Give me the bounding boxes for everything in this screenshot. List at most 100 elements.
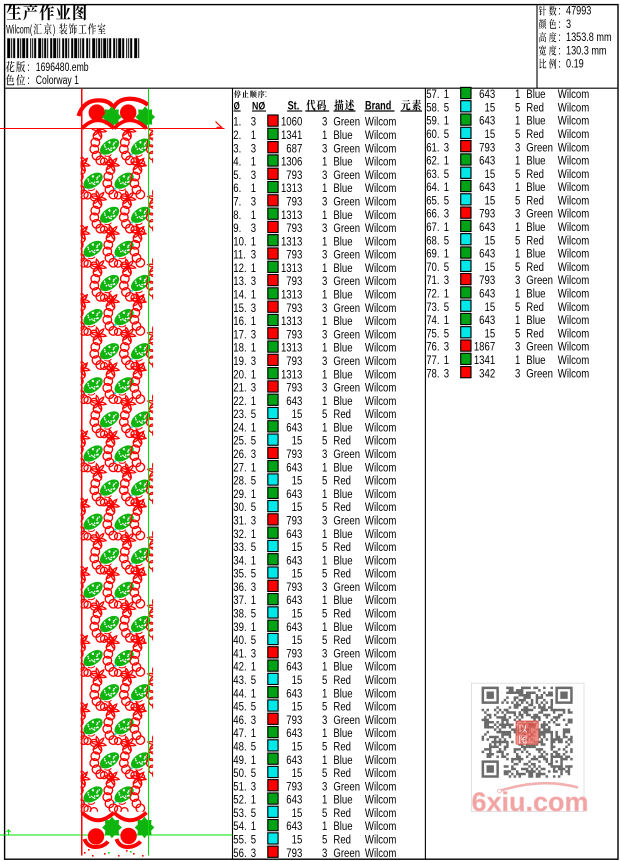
svg-text:3: 3 bbox=[322, 780, 327, 793]
svg-text:1696480.emb: 1696480.emb bbox=[36, 62, 89, 75]
svg-text:Green: Green bbox=[333, 847, 360, 860]
svg-text:3: 3 bbox=[251, 249, 256, 262]
svg-text:793: 793 bbox=[286, 275, 302, 288]
svg-text:Wilcom: Wilcom bbox=[365, 169, 396, 182]
svg-text:793: 793 bbox=[286, 581, 302, 594]
svg-text:1: 1 bbox=[322, 315, 327, 328]
svg-text:687: 687 bbox=[286, 142, 302, 155]
svg-text:15: 15 bbox=[292, 568, 303, 581]
svg-text:30.: 30. bbox=[233, 501, 246, 514]
svg-text:5: 5 bbox=[322, 541, 327, 554]
svg-text:1: 1 bbox=[251, 182, 256, 195]
svg-text:3: 3 bbox=[251, 382, 256, 395]
svg-text:5: 5 bbox=[322, 767, 327, 780]
svg-text:Wilcom: Wilcom bbox=[558, 195, 589, 208]
svg-text:5: 5 bbox=[444, 234, 449, 247]
svg-text:5: 5 bbox=[515, 195, 520, 208]
svg-text:643: 643 bbox=[286, 422, 302, 435]
svg-text:5: 5 bbox=[251, 834, 256, 847]
svg-text:Red: Red bbox=[526, 128, 544, 141]
svg-text:Blue: Blue bbox=[333, 687, 352, 700]
svg-text:3: 3 bbox=[322, 382, 327, 395]
svg-text:793: 793 bbox=[286, 328, 302, 341]
svg-text:643: 643 bbox=[286, 661, 302, 674]
svg-text:Wilcom: Wilcom bbox=[365, 342, 396, 355]
svg-text:53.: 53. bbox=[233, 807, 246, 820]
svg-text:Wilcom: Wilcom bbox=[365, 541, 396, 554]
svg-text:52.: 52. bbox=[233, 794, 246, 807]
svg-text:Wilcom: Wilcom bbox=[558, 274, 589, 287]
svg-text:1: 1 bbox=[444, 88, 449, 101]
svg-text:5: 5 bbox=[444, 261, 449, 274]
svg-text:Green: Green bbox=[526, 341, 553, 354]
svg-text:Wilcom: Wilcom bbox=[558, 314, 589, 327]
svg-text:1: 1 bbox=[444, 314, 449, 327]
svg-text:643: 643 bbox=[286, 794, 302, 807]
svg-text:1: 1 bbox=[515, 354, 520, 367]
svg-text:15: 15 bbox=[485, 101, 496, 114]
svg-text:Green: Green bbox=[333, 196, 360, 209]
svg-text:1313: 1313 bbox=[281, 315, 302, 328]
svg-text:Blue: Blue bbox=[333, 235, 352, 248]
svg-text:66.: 66. bbox=[426, 208, 439, 221]
svg-text:1: 1 bbox=[322, 820, 327, 833]
svg-text:Blue: Blue bbox=[333, 342, 352, 355]
svg-text:Green: Green bbox=[333, 302, 360, 315]
svg-text:793: 793 bbox=[479, 208, 495, 221]
svg-text:24.: 24. bbox=[233, 422, 246, 435]
svg-text:1: 1 bbox=[251, 687, 256, 700]
svg-text:3: 3 bbox=[251, 142, 256, 155]
svg-text:Green: Green bbox=[333, 581, 360, 594]
svg-text:Wilcom: Wilcom bbox=[365, 780, 396, 793]
svg-text:Wilcom: Wilcom bbox=[365, 807, 396, 820]
svg-text:17.: 17. bbox=[233, 328, 246, 341]
svg-text:3: 3 bbox=[444, 141, 449, 154]
svg-text:5: 5 bbox=[444, 327, 449, 340]
svg-text:Green: Green bbox=[333, 515, 360, 528]
svg-text:5: 5 bbox=[515, 261, 520, 274]
svg-text:5: 5 bbox=[322, 807, 327, 820]
svg-text:643: 643 bbox=[479, 314, 495, 327]
svg-text:793: 793 bbox=[286, 847, 302, 860]
svg-text:Green: Green bbox=[333, 142, 360, 155]
svg-text:1: 1 bbox=[322, 395, 327, 408]
svg-text:Green: Green bbox=[333, 647, 360, 660]
svg-text:1: 1 bbox=[322, 368, 327, 381]
svg-text:793: 793 bbox=[286, 515, 302, 528]
svg-text:45.: 45. bbox=[233, 701, 246, 714]
svg-text:5: 5 bbox=[444, 195, 449, 208]
svg-text:Wilcom: Wilcom bbox=[365, 621, 396, 634]
svg-text:Wilcom: Wilcom bbox=[365, 328, 396, 341]
svg-text:72.: 72. bbox=[426, 288, 439, 301]
svg-text:Blue: Blue bbox=[333, 727, 352, 740]
svg-text:3: 3 bbox=[444, 341, 449, 354]
svg-text:25.: 25. bbox=[233, 435, 246, 448]
svg-text:342: 342 bbox=[479, 367, 495, 380]
svg-text:Wilcom: Wilcom bbox=[365, 714, 396, 727]
svg-text:3.: 3. bbox=[233, 142, 241, 155]
svg-text:3: 3 bbox=[251, 222, 256, 235]
svg-text:Wilcom: Wilcom bbox=[558, 155, 589, 168]
svg-text:1: 1 bbox=[322, 661, 327, 674]
svg-text:Wilcom: Wilcom bbox=[558, 367, 589, 380]
svg-text:3: 3 bbox=[322, 581, 327, 594]
svg-text:3: 3 bbox=[322, 328, 327, 341]
svg-text:5: 5 bbox=[322, 568, 327, 581]
svg-text:1: 1 bbox=[251, 209, 256, 222]
svg-text:5: 5 bbox=[251, 568, 256, 581]
svg-text:Wilcom: Wilcom bbox=[558, 248, 589, 261]
svg-text:3: 3 bbox=[566, 18, 571, 32]
svg-text:Blue: Blue bbox=[333, 594, 352, 607]
svg-text:1: 1 bbox=[322, 687, 327, 700]
svg-text:Wilcom: Wilcom bbox=[558, 168, 589, 181]
svg-text:Green: Green bbox=[333, 328, 360, 341]
svg-text:3: 3 bbox=[322, 275, 327, 288]
svg-text:15: 15 bbox=[485, 301, 496, 314]
svg-text:1: 1 bbox=[444, 115, 449, 128]
svg-text:15: 15 bbox=[292, 807, 303, 820]
svg-text:15: 15 bbox=[292, 674, 303, 687]
svg-text:Blue: Blue bbox=[526, 248, 545, 261]
svg-text:14.: 14. bbox=[233, 289, 246, 302]
svg-text:7.: 7. bbox=[233, 196, 241, 209]
svg-text:3: 3 bbox=[251, 328, 256, 341]
